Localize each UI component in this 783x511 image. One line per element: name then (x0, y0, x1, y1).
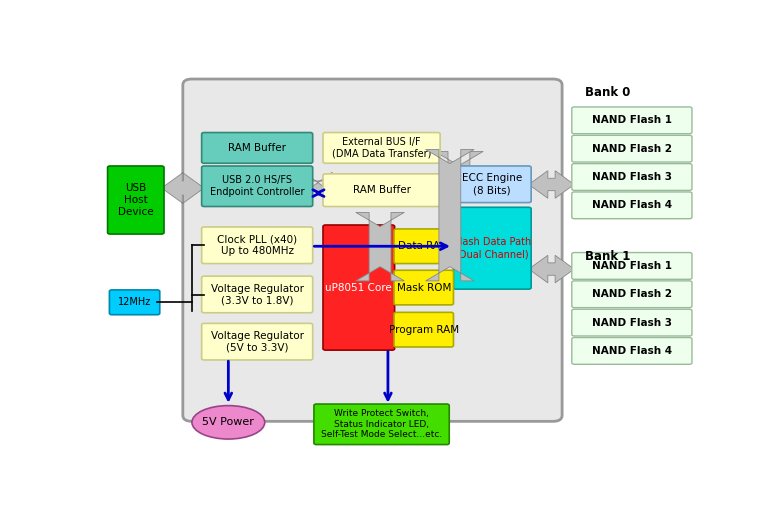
FancyBboxPatch shape (394, 270, 453, 305)
Text: RAM Buffer: RAM Buffer (228, 143, 286, 153)
Text: Flash Data Path
(Dual Channel): Flash Data Path (Dual Channel) (453, 238, 531, 259)
FancyBboxPatch shape (394, 312, 453, 347)
FancyBboxPatch shape (202, 166, 312, 206)
FancyBboxPatch shape (323, 225, 395, 350)
Text: RAM Buffer: RAM Buffer (352, 185, 410, 195)
FancyBboxPatch shape (107, 166, 164, 234)
Polygon shape (161, 172, 204, 204)
FancyBboxPatch shape (572, 164, 692, 191)
FancyBboxPatch shape (202, 227, 312, 264)
FancyBboxPatch shape (572, 192, 692, 219)
Polygon shape (435, 151, 483, 199)
Polygon shape (529, 256, 574, 283)
Text: 12MHz: 12MHz (118, 297, 151, 307)
FancyBboxPatch shape (453, 166, 531, 202)
Polygon shape (426, 149, 474, 281)
Text: Voltage Regulator
(3.3V to 1.8V): Voltage Regulator (3.3V to 1.8V) (211, 284, 304, 305)
FancyBboxPatch shape (572, 309, 692, 336)
Text: Data RAM: Data RAM (399, 241, 449, 251)
FancyBboxPatch shape (572, 281, 692, 308)
Text: uP8051 Core: uP8051 Core (326, 283, 392, 293)
FancyBboxPatch shape (572, 338, 692, 364)
Text: NAND Flash 2: NAND Flash 2 (592, 144, 672, 154)
FancyBboxPatch shape (202, 323, 312, 360)
Text: USB
Host
Device: USB Host Device (118, 183, 153, 217)
FancyBboxPatch shape (110, 290, 160, 315)
Text: NAND Flash 4: NAND Flash 4 (592, 200, 672, 211)
FancyBboxPatch shape (202, 132, 312, 163)
FancyBboxPatch shape (323, 132, 440, 163)
Polygon shape (304, 172, 332, 204)
FancyBboxPatch shape (572, 252, 692, 280)
FancyBboxPatch shape (183, 79, 562, 422)
FancyBboxPatch shape (394, 229, 453, 264)
Text: 5V Power: 5V Power (202, 417, 254, 427)
FancyBboxPatch shape (572, 135, 692, 162)
Text: NAND Flash 1: NAND Flash 1 (592, 261, 672, 271)
FancyBboxPatch shape (453, 207, 531, 289)
Text: Bank 1: Bank 1 (585, 249, 630, 263)
Text: NAND Flash 4: NAND Flash 4 (592, 346, 672, 356)
Text: Mask ROM: Mask ROM (396, 283, 451, 293)
Text: ECC Engine
(8 Bits): ECC Engine (8 Bits) (462, 173, 522, 195)
Text: Clock PLL (x40)
Up to 480MHz: Clock PLL (x40) Up to 480MHz (217, 235, 298, 256)
Text: NAND Flash 3: NAND Flash 3 (592, 172, 672, 182)
Polygon shape (529, 171, 574, 198)
Ellipse shape (192, 406, 265, 439)
Text: Write Protect Switch,
Status Indicator LED,
Self-Test Mode Select...etc.: Write Protect Switch, Status Indicator L… (321, 409, 442, 439)
Text: NAND Flash 3: NAND Flash 3 (592, 317, 672, 328)
Text: NAND Flash 2: NAND Flash 2 (592, 289, 672, 299)
FancyBboxPatch shape (202, 276, 312, 313)
FancyBboxPatch shape (572, 107, 692, 134)
FancyBboxPatch shape (314, 404, 449, 445)
Text: Program RAM: Program RAM (388, 324, 459, 335)
Text: NAND Flash 1: NAND Flash 1 (592, 115, 672, 125)
Text: Bank 0: Bank 0 (585, 86, 630, 99)
Text: USB 2.0 HS/FS
Endpoint Controller: USB 2.0 HS/FS Endpoint Controller (210, 175, 305, 197)
Text: External BUS I/F
(DMA Data Transfer): External BUS I/F (DMA Data Transfer) (332, 137, 431, 159)
Text: Voltage Regulator
(5V to 3.3V): Voltage Regulator (5V to 3.3V) (211, 331, 304, 353)
Polygon shape (355, 213, 404, 281)
FancyBboxPatch shape (323, 174, 440, 206)
